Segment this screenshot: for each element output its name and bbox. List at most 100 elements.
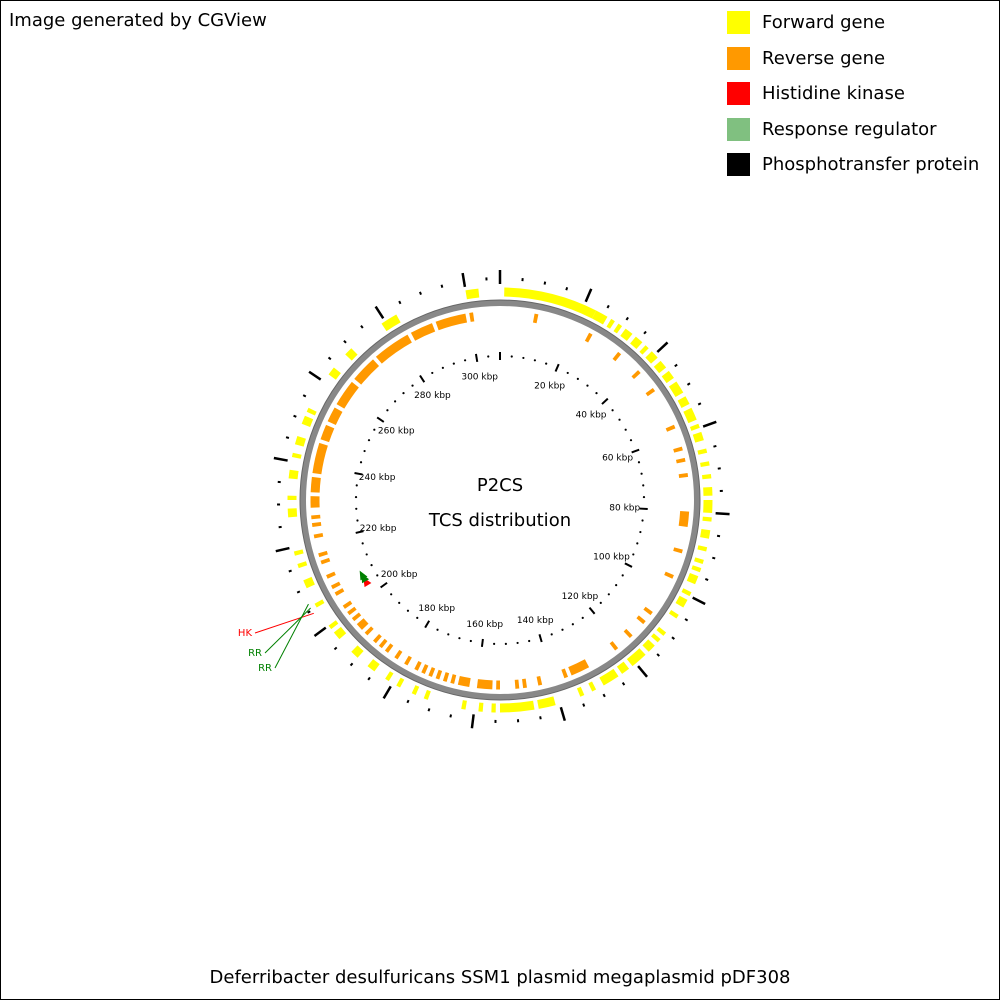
- forward-gene: [351, 645, 364, 658]
- outer-tick: [539, 716, 542, 720]
- ruler-minor-tick: [441, 366, 444, 369]
- ruler-minor-tick: [436, 628, 439, 631]
- forward-gene-track: [287, 287, 713, 713]
- forward-gene: [297, 561, 308, 569]
- reverse-gene: [631, 370, 641, 380]
- legend-swatch: [727, 46, 750, 70]
- ruler-minor-tick: [642, 495, 646, 499]
- reverse-gene: [313, 532, 324, 539]
- outer-tick: [440, 284, 444, 288]
- forward-gene: [345, 348, 358, 361]
- forward-gene: [653, 360, 667, 374]
- callout-line: [274, 603, 309, 669]
- center-subtitle: TCS distribution: [428, 510, 571, 531]
- reverse-gene: [673, 547, 683, 554]
- outer-tick: [308, 370, 322, 381]
- ruler-label: 280 kbp: [414, 391, 451, 401]
- forward-gene: [328, 620, 339, 630]
- reverse-gene: [450, 674, 457, 684]
- ruler-minor-tick: [632, 553, 635, 556]
- ruler-label: 160 kbp: [466, 620, 503, 630]
- forward-gene: [293, 549, 304, 556]
- callout-label: RR: [248, 648, 262, 659]
- reverse-gene: [536, 675, 543, 686]
- ruler-minor-tick: [386, 409, 389, 412]
- forward-gene: [499, 700, 535, 713]
- reverse-gene: [568, 659, 590, 676]
- ruler-label: 120 kbp: [562, 592, 599, 602]
- legend-item: Response regulator: [727, 112, 979, 148]
- outer-tick: [406, 699, 410, 704]
- ruler-minor-tick: [355, 484, 358, 487]
- forward-gene: [288, 469, 299, 480]
- legend-swatch: [727, 117, 750, 141]
- reverse-gene: [334, 588, 345, 596]
- legend-item: Forward gene: [727, 5, 979, 41]
- forward-gene: [683, 407, 697, 424]
- ruler-minor-tick: [355, 507, 358, 510]
- reverse-gene: [609, 641, 619, 651]
- ruler-minor-tick: [504, 642, 507, 645]
- callout-line: [254, 612, 314, 634]
- reverse-gene: [394, 649, 403, 660]
- ruler-minor-tick: [533, 359, 537, 362]
- forward-gene: [686, 573, 699, 585]
- credit-text: Image generated by CGView: [9, 10, 267, 31]
- forward-gene: [661, 370, 674, 384]
- outer-tick: [602, 693, 606, 698]
- ruler-label: 80 kbp: [609, 504, 640, 514]
- ruler-minor-tick: [624, 428, 627, 431]
- forward-gene: [333, 626, 347, 640]
- ruler-minor-tick: [528, 639, 531, 643]
- forward-gene: [306, 407, 317, 416]
- reverse-gene: [312, 442, 328, 475]
- outer-tick: [656, 341, 669, 353]
- reverse-gene: [318, 550, 328, 558]
- ruler-minor-tick: [607, 593, 610, 596]
- reverse-gene: [636, 615, 646, 625]
- forward-gene: [630, 336, 643, 349]
- ruler-label: 100 kbp: [593, 553, 630, 563]
- forward-gene: [504, 287, 597, 319]
- outer-tick: [419, 291, 422, 296]
- ruler-minor-tick: [586, 384, 589, 387]
- forward-gene: [697, 448, 708, 455]
- forward-gene: [537, 696, 556, 709]
- reverse-gene: [678, 473, 689, 478]
- forward-gene: [639, 345, 649, 355]
- forward-gene: [697, 545, 708, 552]
- ruler-minor-tick: [356, 519, 359, 522]
- forward-gene: [291, 452, 302, 459]
- reverse-gene: [320, 424, 335, 443]
- reverse-gene: [584, 332, 593, 343]
- forward-gene: [689, 423, 700, 431]
- outer-tick: [697, 402, 702, 406]
- legend-swatch: [727, 153, 750, 177]
- ruler-minor-tick: [354, 495, 358, 499]
- ruler-minor-tick: [458, 637, 461, 640]
- ruler-minor-tick: [452, 362, 455, 365]
- forward-gene: [700, 528, 711, 539]
- reverse-gene: [356, 618, 369, 630]
- ruler-major-tick: [631, 448, 640, 454]
- reverse-gene: [404, 655, 412, 666]
- forward-gene: [465, 288, 480, 300]
- reverse-gene: [435, 313, 468, 331]
- ruler-label: 60 kbp: [602, 454, 633, 464]
- ruler-minor-tick: [516, 641, 519, 645]
- reverse-gene: [327, 407, 343, 426]
- ruler-major-tick: [601, 397, 609, 405]
- reverse-gene: [310, 476, 321, 493]
- ruler-minor-tick: [367, 439, 371, 442]
- forward-gene: [616, 661, 630, 674]
- outer-tick: [296, 590, 301, 594]
- reverse-gene: [311, 522, 322, 527]
- ruler-label: 180 kbp: [418, 604, 455, 614]
- ruler-major-tick: [624, 562, 633, 568]
- ruler-minor-tick: [394, 400, 397, 403]
- ruler-minor-tick: [545, 362, 548, 365]
- reverse-gene-track: [310, 312, 690, 690]
- kbp-ruler: [354, 352, 648, 648]
- ruler-major-tick: [380, 581, 388, 589]
- outer-tick: [712, 556, 716, 560]
